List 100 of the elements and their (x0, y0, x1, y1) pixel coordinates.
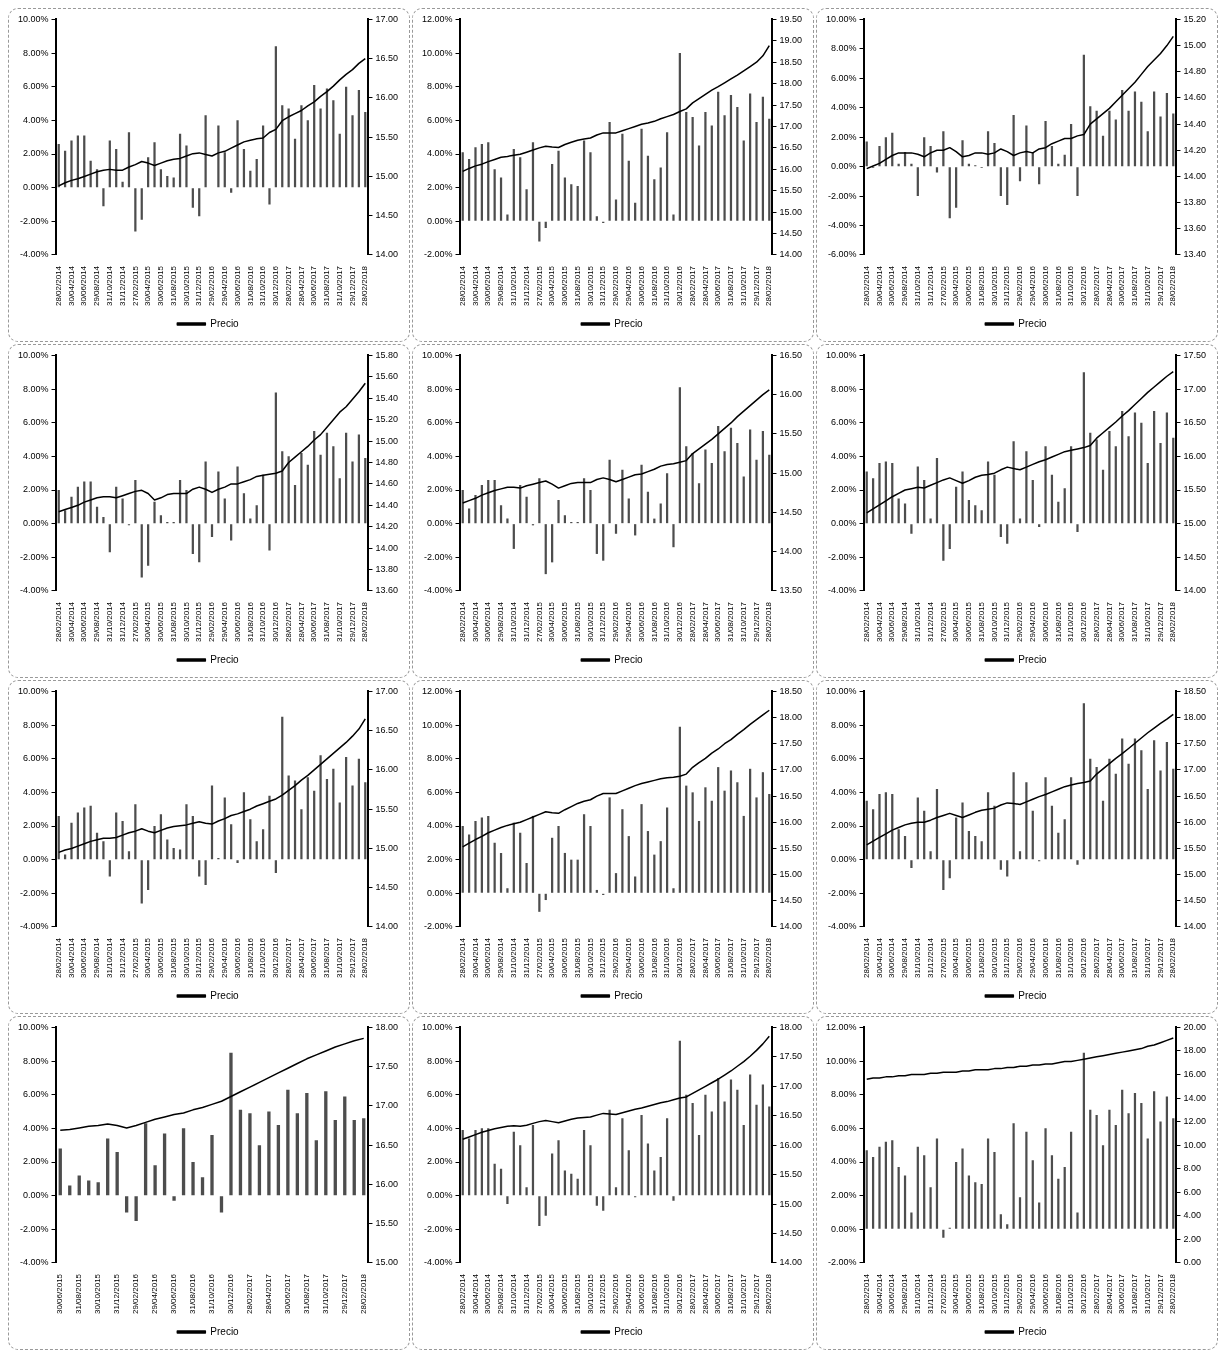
bar (1025, 1131, 1028, 1229)
bar (974, 505, 977, 524)
y2-tick-label: 17.50 (1183, 738, 1207, 749)
y-tick-label: 4.00% (22, 786, 49, 797)
y-tick-label: -2.00% (827, 1257, 857, 1268)
bar (723, 451, 726, 524)
y2-tick-label: 16.00 (375, 764, 399, 775)
legend-label: Precio (1018, 317, 1048, 329)
x-tick-label: 30/04/2014 (470, 937, 480, 979)
x-tick-label: 31/08/2016 (245, 937, 255, 979)
bar (1108, 431, 1111, 524)
bar (672, 524, 675, 548)
x-tick-label: 31/08/2017 (322, 265, 332, 307)
x-tick-label: 31/10/2017 (738, 1273, 748, 1315)
x-tick-label: 31/10/2014 (105, 601, 115, 643)
y2-tick-label: 13.60 (375, 585, 399, 596)
bar (993, 1151, 996, 1229)
x-tick-label: 31/10/2014 (105, 265, 115, 307)
x-tick-label: 31/10/2016 (258, 937, 268, 979)
x-tick-label: 30/06/2015 (560, 265, 570, 307)
y2-tick-label: 16.50 (375, 1139, 399, 1150)
y2-tick-label: 16.50 (1183, 790, 1207, 801)
y-tick-label: 0.00% (426, 1190, 453, 1201)
bar (691, 792, 694, 893)
y2-tick-label: 15.00 (1183, 518, 1207, 529)
y2-tick-label: 18.50 (779, 685, 803, 696)
bar (1127, 1113, 1130, 1229)
x-tick-label: 31/10/2014 (509, 601, 519, 643)
bar (1044, 777, 1047, 860)
bar (343, 1096, 347, 1196)
bar (563, 852, 567, 893)
bar (723, 1101, 726, 1196)
y2-tick-label: 14.50 (1183, 895, 1207, 906)
y2-tick-label: 15.00 (375, 435, 399, 446)
x-tick-label: 27/02/2015 (534, 265, 544, 307)
x-tick-label: 31/10/2014 (913, 601, 923, 643)
x-tick-label: 27/02/2015 (534, 601, 544, 643)
bar (621, 809, 624, 893)
bar (506, 214, 509, 221)
x-tick-label: 31/10/2016 (662, 265, 672, 307)
bar (1127, 763, 1130, 860)
y-tick-label: -2.00% (423, 249, 453, 260)
x-tick-label: 29/02/2016 (131, 1273, 141, 1315)
y-tick-label: 10.00% (421, 47, 453, 58)
bar (878, 463, 881, 524)
y-tick-label: 4.00% (426, 820, 453, 831)
bar (229, 1052, 233, 1196)
bar (570, 184, 573, 221)
y2-tick-label: 16.50 (1183, 417, 1207, 428)
bar (935, 1138, 939, 1229)
x-tick-label: 30/06/2016 (232, 601, 242, 643)
y2-tick-label: 17.50 (779, 738, 803, 749)
x-tick-label: 30/04/2015 (951, 1273, 961, 1315)
x-tick-label: 30/04/2014 (66, 937, 76, 979)
bar (268, 795, 271, 860)
bar (172, 1196, 176, 1201)
x-tick-label: 30/06/2016 (636, 265, 646, 307)
bar (955, 167, 958, 208)
bar (999, 860, 1002, 870)
x-tick-label: 31/10/2017 (334, 937, 344, 979)
bar (319, 108, 322, 188)
x-tick-label: 28/04/2017 (296, 937, 306, 979)
legend-label: Precio (210, 989, 240, 1001)
x-tick-label: 31/10/2014 (105, 937, 115, 979)
x-tick-label: 28/04/2017 (264, 1273, 274, 1315)
x-tick-label: 29/08/2014 (496, 265, 506, 307)
y2-tick-label: 15.00 (779, 869, 803, 880)
y2-tick-label: 15.50 (779, 428, 803, 439)
x-tick-label: 30/12/2016 (271, 937, 281, 979)
bar (993, 143, 996, 167)
bar (974, 1182, 977, 1229)
y2-tick-label: 17.50 (779, 99, 803, 110)
x-tick-label: 31/08/2016 (245, 265, 255, 307)
bar (506, 518, 509, 524)
bar (755, 1104, 758, 1196)
bar (634, 876, 637, 893)
bar (665, 132, 669, 221)
y-tick-label: -2.00% (827, 551, 857, 562)
bar (621, 469, 624, 524)
bar (910, 163, 913, 167)
bar (143, 1123, 148, 1196)
bar (723, 115, 726, 221)
legend-label: Precio (1018, 653, 1048, 665)
x-tick-label: 31/12/2015 (1002, 1273, 1012, 1315)
bar (627, 836, 630, 893)
x-tick-label: 30/12/2016 (675, 937, 685, 979)
x-tick-label: 30/06/2014 (483, 265, 493, 307)
bar (967, 1175, 971, 1229)
bar (1133, 1093, 1137, 1229)
bar (697, 483, 701, 524)
x-tick-label: 29/08/2014 (496, 937, 506, 979)
y2-tick-label: 20.00 (1183, 1021, 1207, 1032)
bar (242, 493, 246, 524)
x-tick-label: 31/08/2016 (649, 1273, 659, 1315)
x-tick-label: 31/10/2014 (913, 937, 923, 979)
x-tick-label: 30/10/2015 (181, 937, 191, 979)
y-tick-label: 0.00% (22, 1190, 49, 1201)
y2-tick-label: 18.00 (375, 1021, 399, 1032)
y-tick-label: 6.00% (426, 786, 453, 797)
bar (634, 202, 637, 221)
